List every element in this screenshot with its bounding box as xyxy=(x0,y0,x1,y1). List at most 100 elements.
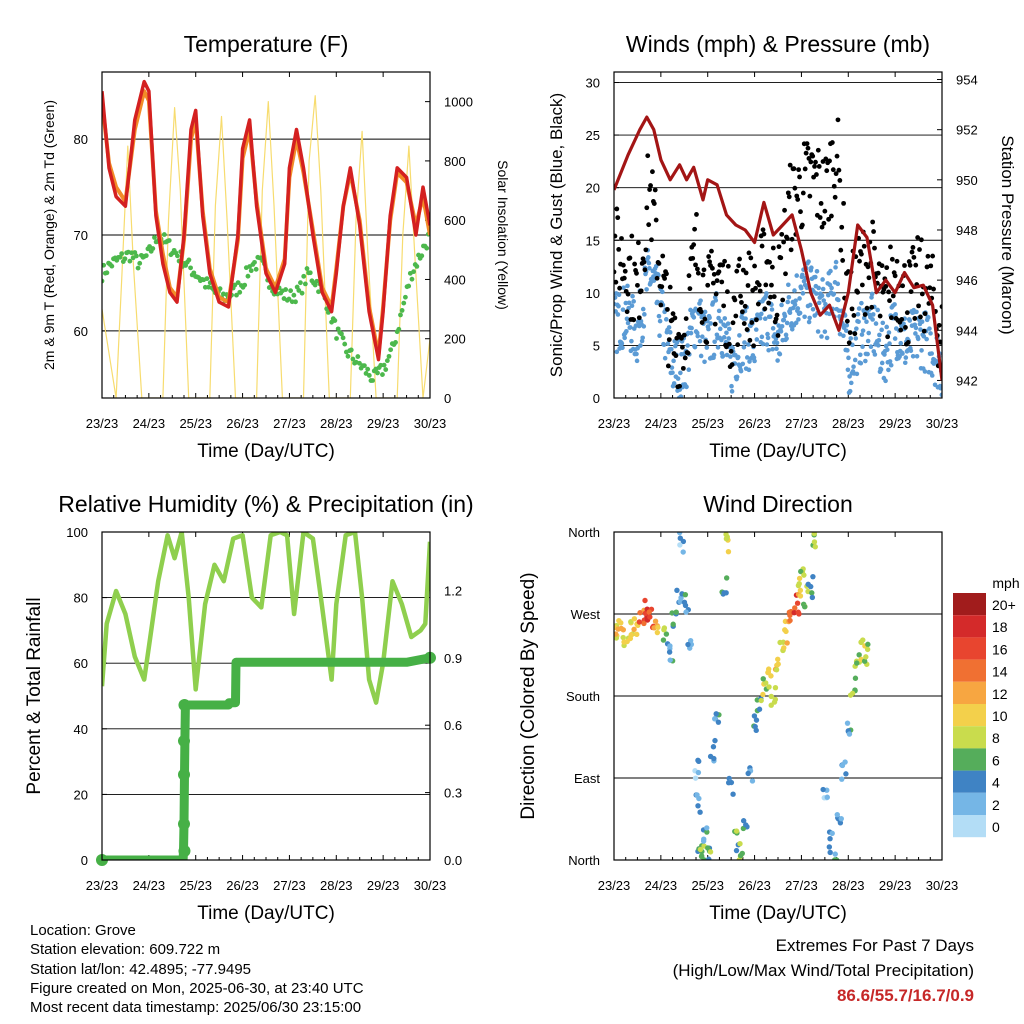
gust-point xyxy=(803,150,809,156)
y-axis-label: Sonic/Prop Wind & Gust (Blue, Black) xyxy=(547,93,566,377)
wind-point xyxy=(740,361,746,367)
gust-point xyxy=(619,236,624,241)
direction-point xyxy=(863,654,869,660)
gust-point xyxy=(938,339,942,345)
gust-point xyxy=(800,190,806,196)
gust-point xyxy=(822,208,828,214)
gust-point xyxy=(837,178,843,183)
gust-point xyxy=(888,244,893,250)
gust-point xyxy=(638,288,644,294)
wind-point xyxy=(661,342,667,347)
wind-point xyxy=(642,312,647,317)
wind-point xyxy=(939,392,942,398)
dewpoint-point xyxy=(307,270,313,276)
gust-point xyxy=(743,270,749,276)
gust-point xyxy=(665,307,670,312)
extremes-title: Extremes For Past 7 Days xyxy=(775,936,974,955)
direction-point xyxy=(637,610,643,616)
gust-point xyxy=(693,262,698,268)
direction-point xyxy=(683,609,689,615)
wind-point xyxy=(671,358,676,364)
direction-point xyxy=(628,619,634,625)
y-tick-label: South xyxy=(566,689,600,704)
gust-point xyxy=(694,212,699,217)
gust-point xyxy=(706,254,712,259)
dewpoint-point xyxy=(386,353,392,359)
direction-point xyxy=(743,822,749,828)
wind-point xyxy=(855,311,861,317)
wind-point xyxy=(789,326,795,332)
wind-point xyxy=(670,370,675,375)
wind-point xyxy=(669,365,675,370)
wind-point xyxy=(692,344,698,350)
direction-point xyxy=(676,532,683,536)
x-tick-label: 26/23 xyxy=(226,878,259,893)
gust-point xyxy=(889,256,895,262)
precip-point xyxy=(178,734,190,747)
legend-label: 4 xyxy=(992,775,1000,791)
direction-point xyxy=(864,646,871,653)
wind-point xyxy=(744,355,750,360)
gust-point xyxy=(919,291,925,297)
gust-point xyxy=(756,282,762,288)
dewpoint-point xyxy=(242,282,248,288)
legend-swatch xyxy=(953,593,986,616)
wind-point xyxy=(628,325,633,330)
direction-point xyxy=(715,719,722,725)
direction-point xyxy=(847,692,854,698)
gust-point xyxy=(792,185,798,191)
direction-point xyxy=(854,660,860,666)
wind-point xyxy=(726,336,732,341)
gust-point xyxy=(629,233,635,239)
direction-point xyxy=(844,720,851,726)
wind-point xyxy=(921,334,927,339)
wind-point xyxy=(746,367,752,373)
direction-point xyxy=(810,573,816,580)
direction-point xyxy=(724,534,730,540)
gust-point xyxy=(680,344,685,350)
wind-point xyxy=(641,324,647,329)
wind-point xyxy=(765,331,770,337)
gust-point xyxy=(857,258,862,264)
wind-point xyxy=(768,314,773,319)
gust-point xyxy=(900,283,906,289)
wind-point xyxy=(645,255,651,260)
precip-point xyxy=(178,845,191,858)
wind-point xyxy=(938,385,942,391)
wind-point xyxy=(846,355,851,361)
direction-point xyxy=(631,626,637,633)
y2-tick-label: 952 xyxy=(956,123,978,138)
gust-point xyxy=(725,263,731,269)
gust-point xyxy=(852,331,858,337)
plot-frame xyxy=(613,71,943,399)
gust-point xyxy=(736,263,742,269)
wind-point xyxy=(829,285,834,291)
direction-point xyxy=(661,626,667,633)
wind-point xyxy=(784,336,789,341)
gust-point xyxy=(885,334,891,340)
gust-point xyxy=(813,159,818,165)
legend-label: 16 xyxy=(992,641,1008,657)
created-text: Figure created on Mon, 2025-06-30, at 23… xyxy=(30,979,364,997)
gust-point xyxy=(936,322,942,328)
gust-point xyxy=(748,255,754,261)
dewpoint-point xyxy=(234,292,239,298)
series-temp9m xyxy=(102,79,430,362)
gust-point xyxy=(918,237,924,243)
y-tick-label: North xyxy=(568,525,600,540)
gust-point xyxy=(911,254,917,260)
gust-point xyxy=(821,220,827,226)
gust-point xyxy=(866,275,872,281)
wind-point xyxy=(807,315,812,321)
dewpoint-point xyxy=(186,257,192,263)
gust-point xyxy=(677,383,682,389)
wind-point xyxy=(857,352,863,358)
gust-point xyxy=(907,262,913,268)
dewpoint-point xyxy=(166,238,172,243)
direction-point xyxy=(673,609,679,615)
direction-point xyxy=(705,845,711,851)
wind-point xyxy=(656,313,662,319)
wind-point xyxy=(848,380,854,386)
direction-point xyxy=(713,711,719,717)
gust-point xyxy=(768,294,773,300)
